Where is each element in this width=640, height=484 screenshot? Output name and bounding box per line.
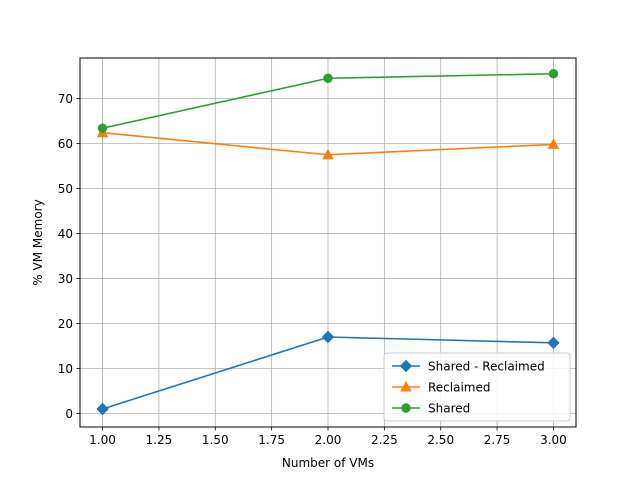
x-tick-label: 2.00 <box>315 433 342 447</box>
legend-item: Shared - Reclaimed <box>392 360 545 374</box>
legend-marker <box>400 380 412 392</box>
y-tick-label: 40 <box>58 227 73 241</box>
series-shared <box>97 69 559 133</box>
data-point <box>321 330 335 344</box>
y-tick-label: 20 <box>58 317 73 331</box>
y-tick-label: 30 <box>58 272 73 286</box>
data-point <box>322 148 334 160</box>
data-point <box>547 138 560 149</box>
x-tick-label: 2.75 <box>484 433 511 447</box>
data-point <box>548 69 559 79</box>
legend-label: Shared - Reclaimed <box>428 360 545 374</box>
x-tick-label: 1.50 <box>202 433 229 447</box>
y-tick-label: 10 <box>58 362 73 376</box>
x-tick-label: 1.25 <box>146 433 173 447</box>
data-point <box>323 73 333 83</box>
x-tick-label: 3.00 <box>540 433 567 447</box>
legend-box <box>383 352 571 422</box>
series-shared-reclaimed <box>96 330 560 416</box>
y-tick-label: 50 <box>58 182 73 196</box>
legend-marker <box>401 403 411 413</box>
y-tick-label: 0 <box>65 407 73 421</box>
y-axis-label: % VM Memory <box>31 199 45 285</box>
legend-item: Reclaimed <box>392 381 491 395</box>
data-point <box>97 123 108 133</box>
legend: Shared - Reclaimed Reclaimed Shared <box>383 352 571 422</box>
data-point <box>96 402 109 416</box>
legend-marker <box>399 359 413 373</box>
data-point <box>547 336 560 350</box>
series-group <box>96 69 560 416</box>
x-tick-label: 2.50 <box>427 433 454 447</box>
x-axis-label: Number of VMs <box>282 456 374 470</box>
legend-label: Reclaimed <box>428 381 491 395</box>
y-tick-label: 70 <box>58 92 73 106</box>
x-tick-label: 2.25 <box>371 433 398 447</box>
y-tick-label: 60 <box>58 137 73 151</box>
x-tick-label: 1.00 <box>89 433 116 447</box>
legend-item: Shared <box>392 402 470 416</box>
x-tick-label: 1.75 <box>258 433 285 447</box>
ticks: 1.00 1.25 1.50 1.75 2.00 2.25 2.50 2.75 3.00 0 10 2… <box>58 92 567 447</box>
legend-label: Shared <box>428 402 470 416</box>
